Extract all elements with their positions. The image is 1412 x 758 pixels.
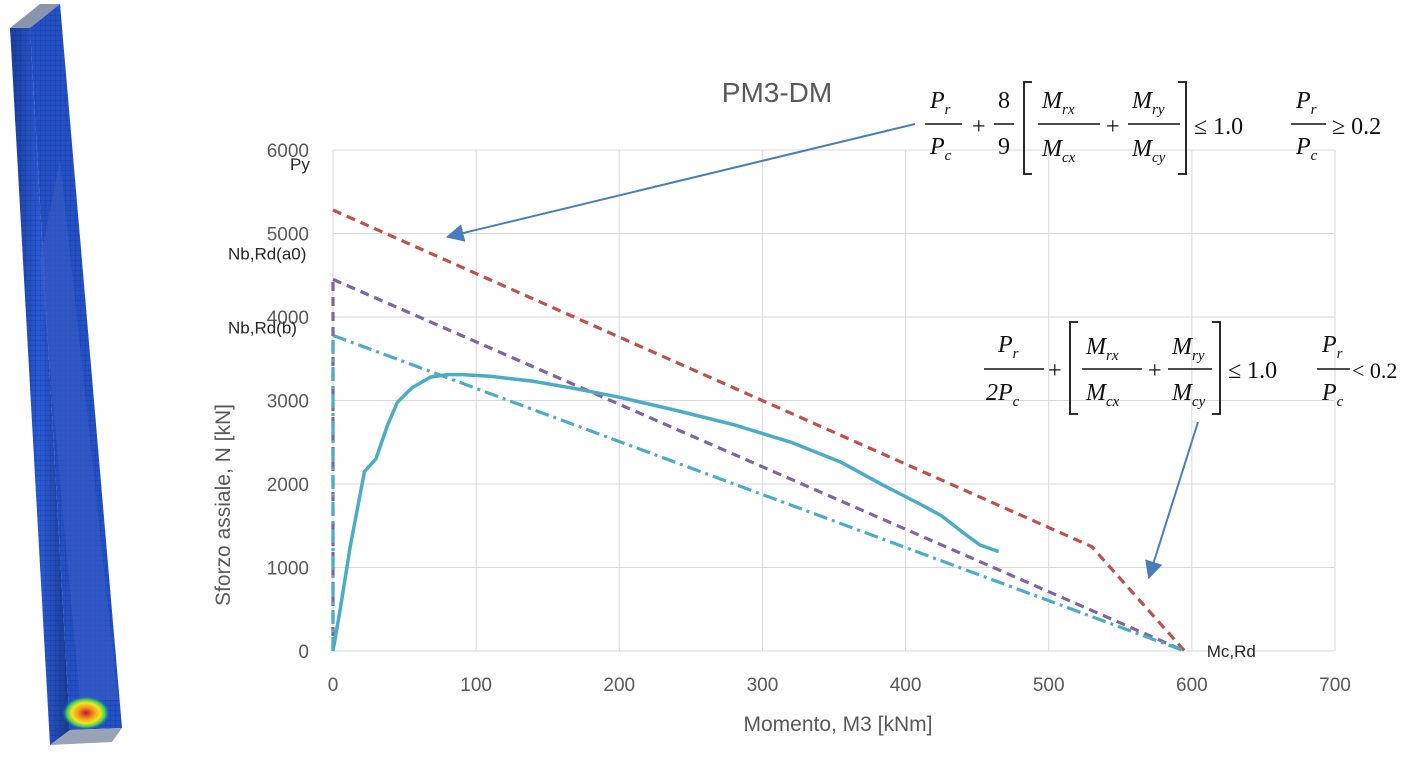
y-tick-label: 1000	[267, 559, 309, 580]
svg-text:Mrx: Mrx	[1041, 88, 1075, 118]
annotation-mcrd: Mc,Rd	[1207, 642, 1256, 661]
svg-text:≤ 1.0: ≤ 1.0	[1228, 358, 1277, 384]
column-model-image	[10, 4, 122, 745]
svg-text:Mcy: Mcy	[1131, 136, 1166, 166]
svg-text:Pr: Pr	[997, 332, 1019, 362]
svg-text:≥ 0.2: ≥ 0.2	[1332, 114, 1381, 140]
svg-text:Mry: Mry	[1131, 88, 1165, 118]
y-axis-label: Sforzo assiale, N [kN]	[212, 404, 235, 606]
svg-text:Pr: Pr	[1321, 332, 1343, 362]
series-layer	[331, 208, 1186, 653]
x-tick-label: 300	[747, 675, 779, 696]
formula-arrow-lower	[1145, 421, 1199, 580]
x-tick-label: 700	[1319, 675, 1351, 696]
svg-text:8: 8	[998, 88, 1010, 114]
annotation-py: Py	[290, 155, 310, 174]
formula-lower: Pr 2Pc + Mrx Mcx + Mry Mcy ≤ 1.0 Pr Pc <…	[984, 321, 1397, 415]
x-tick-label: 500	[1033, 675, 1065, 696]
svg-text:Pr: Pr	[1295, 88, 1317, 118]
labels-layer: Py Nb,Rd(a0) Nb,Rd(b) Mc,Rd	[228, 155, 1256, 661]
x-tick-label: 200	[603, 675, 635, 696]
series-line-nb-rd-b-interaction	[332, 333, 1186, 653]
svg-text:+: +	[972, 114, 986, 140]
series-line-pm3-dm-analysis	[331, 372, 1000, 652]
svg-text:Mcx: Mcx	[1085, 380, 1120, 410]
series-line-py-interaction	[332, 208, 1186, 653]
svg-text:+: +	[1048, 358, 1062, 384]
x-tick-label: 100	[460, 675, 492, 696]
svg-text:Pc: Pc	[929, 134, 952, 164]
svg-text:9: 9	[998, 134, 1010, 160]
formula-upper: Pr Pc + 8 9 Mrx Mcx + Mry Mcy ≤ 1.0 Pr P…	[925, 81, 1381, 175]
x-tick-label: 600	[1176, 675, 1208, 696]
svg-text:+: +	[1148, 358, 1162, 384]
series-line-nb-rd-a0-interaction	[332, 277, 1186, 653]
svg-text:Mcy: Mcy	[1171, 380, 1206, 410]
y-tick-label: 2000	[267, 475, 309, 496]
y-tick-label: 6000	[267, 141, 309, 162]
y-tick-label: 4000	[267, 308, 309, 329]
y-tick-label: 5000	[267, 225, 309, 246]
svg-text:Pc: Pc	[1295, 134, 1318, 164]
x-tick-label: 0	[328, 675, 339, 696]
annotation-nbrd-b: Nb,Rd(b)	[228, 318, 297, 337]
x-tick-label: 400	[890, 675, 922, 696]
formula-arrow-upper	[445, 123, 916, 242]
svg-text:2Pc: 2Pc	[986, 380, 1020, 410]
y-tick-label: 3000	[267, 392, 309, 413]
axes: 0 100 200 300 400 500 600 700 0 1000 2000 3000 4000 5…	[267, 141, 1351, 696]
x-axis-label: Momento, M3 [kNm]	[743, 713, 932, 736]
y-tick-label: 0	[298, 642, 309, 663]
svg-text:Mry: Mry	[1171, 334, 1205, 364]
svg-text:Pc: Pc	[1321, 380, 1344, 410]
chart-title: PM3-DM	[722, 77, 832, 108]
annotation-nbrd-a0: Nb,Rd(a0)	[228, 244, 306, 263]
svg-text:Mrx: Mrx	[1085, 334, 1119, 364]
svg-text:< 0.2: < 0.2	[1352, 358, 1397, 383]
svg-text:Pr: Pr	[929, 88, 951, 118]
svg-text:≤ 1.0: ≤ 1.0	[1194, 114, 1243, 140]
svg-text:Mcx: Mcx	[1041, 136, 1076, 166]
svg-text:+: +	[1106, 114, 1120, 140]
